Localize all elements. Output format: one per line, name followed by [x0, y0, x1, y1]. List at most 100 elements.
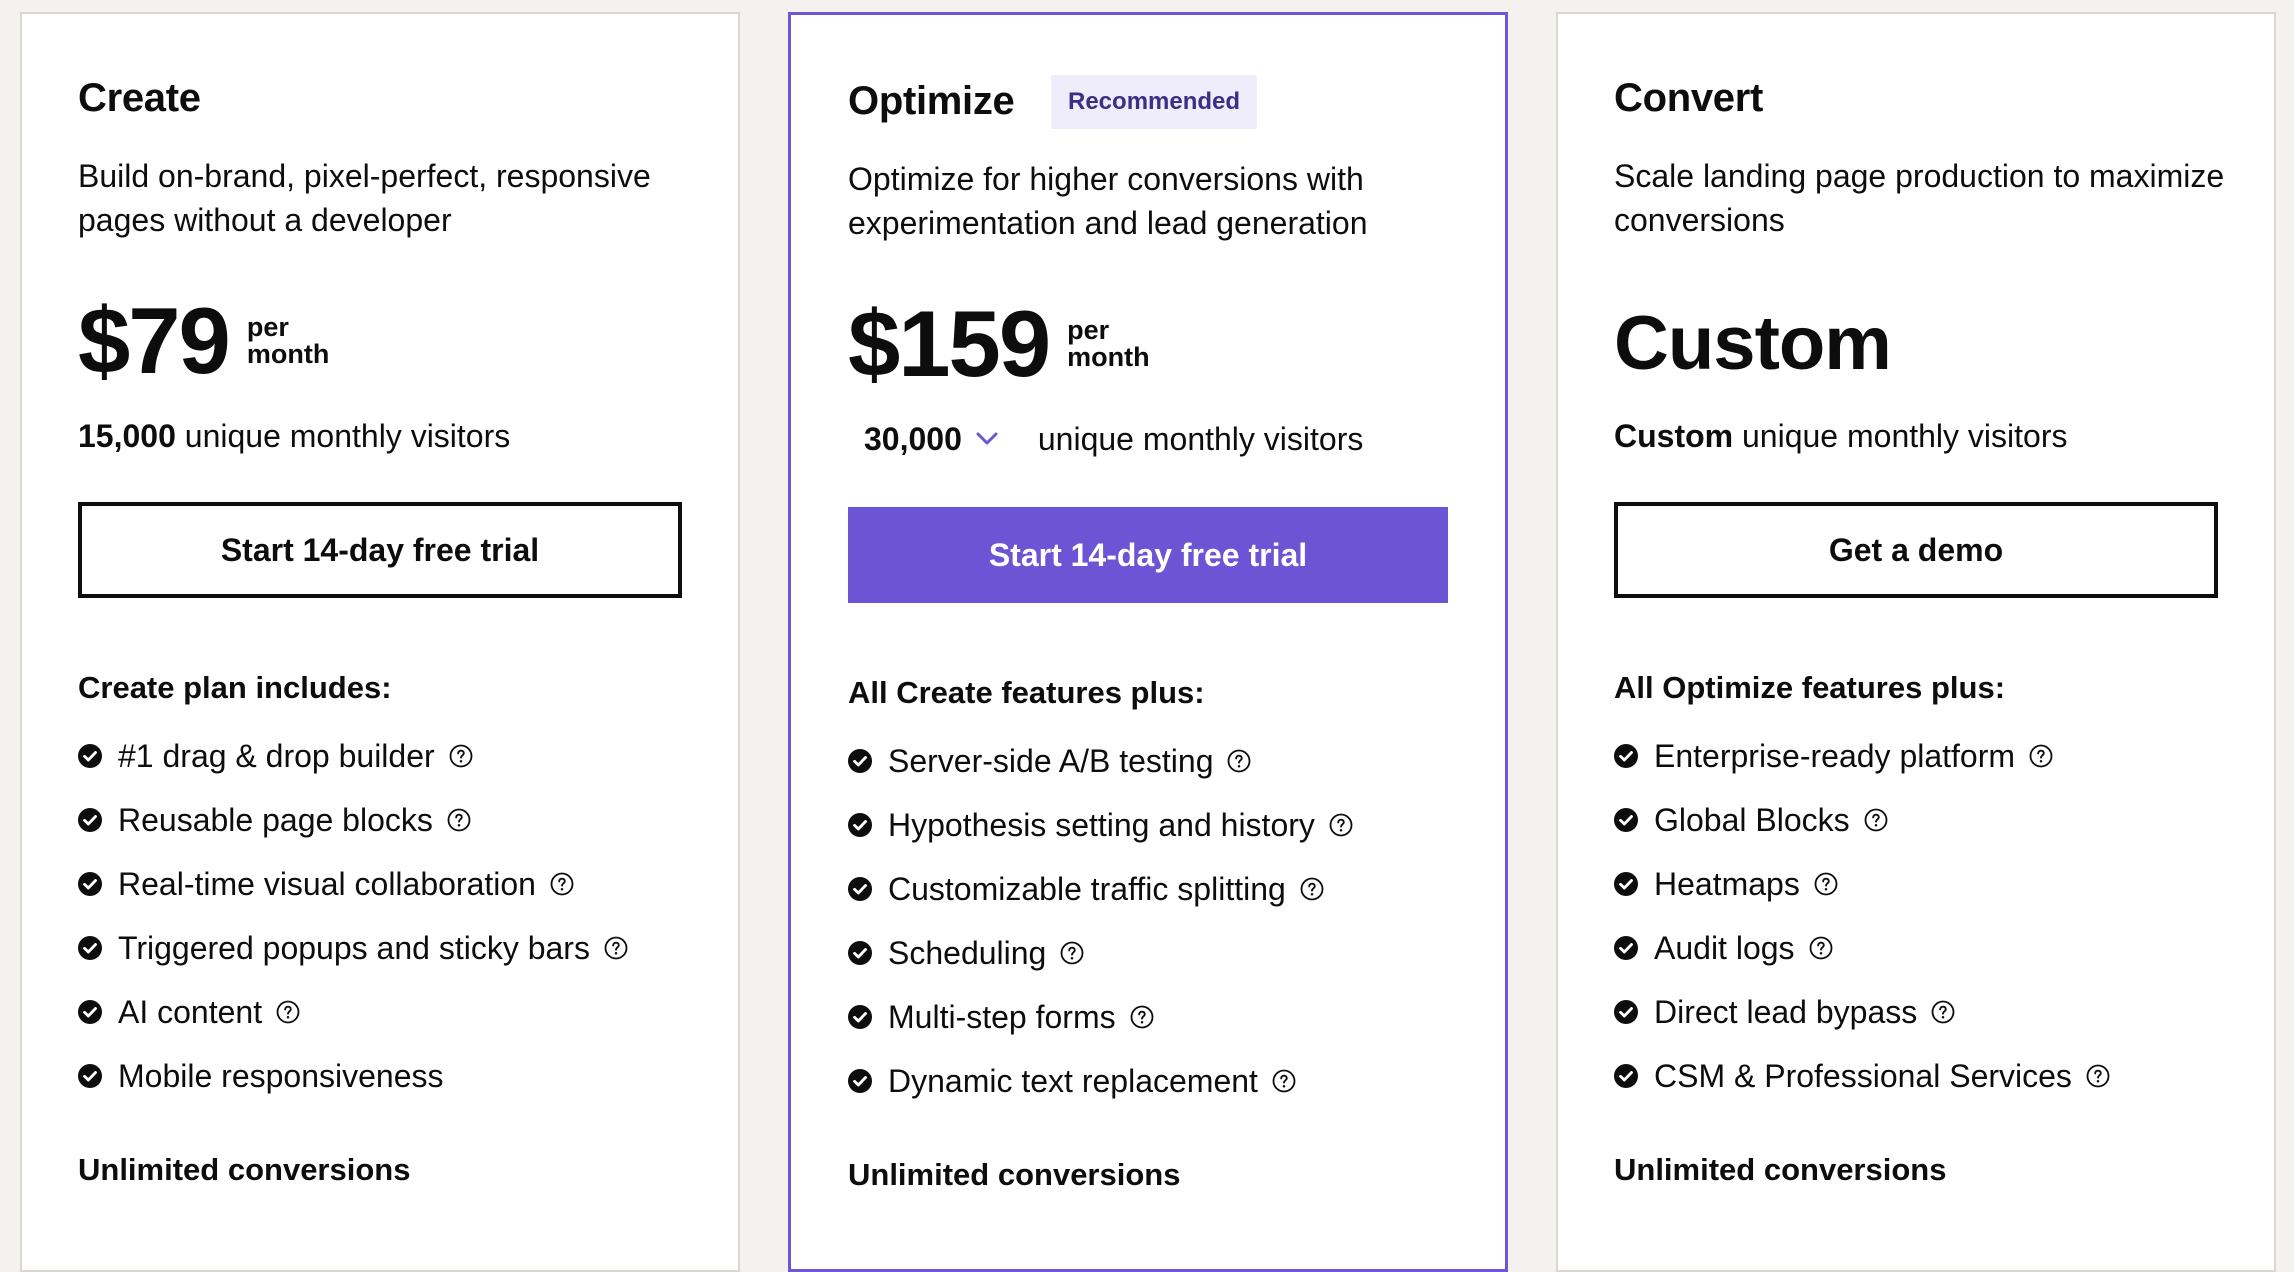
plan-price: $159 — [848, 291, 1051, 396]
price-period: per month — [1067, 317, 1149, 371]
check-circle-icon — [1614, 872, 1638, 896]
check-circle-icon — [848, 941, 872, 965]
check-circle-icon — [78, 872, 102, 896]
check-circle-icon — [848, 813, 872, 837]
chevron-down-icon — [976, 432, 998, 445]
question-circle-icon[interactable] — [2029, 744, 2053, 768]
feature-item: Mobile responsiveness — [78, 1044, 628, 1108]
feature-label: Mobile responsiveness — [118, 1057, 444, 1094]
plan-name: Convert — [1614, 76, 1764, 120]
feature-item: Multi-step forms — [848, 985, 1353, 1049]
feature-list: Server-side A/B testing Hypothesis settin… — [848, 729, 1353, 1113]
plan-card-optimize: Optimize Recommended Optimize for higher… — [788, 12, 1508, 1272]
price-row: $159 per month — [848, 289, 1150, 399]
unlimited-conversions: Unlimited conversions — [848, 1157, 1181, 1192]
check-circle-icon — [78, 936, 102, 960]
question-circle-icon[interactable] — [1809, 936, 1833, 960]
plan-name: Create — [78, 76, 201, 120]
question-circle-icon[interactable] — [1227, 749, 1251, 773]
feature-label: CSM & Professional Services — [1654, 1057, 2072, 1094]
check-circle-icon — [848, 1069, 872, 1093]
feature-item: CSM & Professional Services — [1614, 1044, 2110, 1108]
question-circle-icon[interactable] — [276, 1000, 300, 1024]
check-circle-icon — [78, 1000, 102, 1024]
question-circle-icon[interactable] — [1931, 1000, 1955, 1024]
check-circle-icon — [1614, 936, 1638, 960]
check-circle-icon — [1614, 1064, 1638, 1088]
feature-label: Reusable page blocks — [118, 801, 433, 838]
plan-price: $79 — [78, 288, 231, 393]
feature-item: Server-side A/B testing — [848, 729, 1353, 793]
feature-item: Scheduling — [848, 921, 1353, 985]
feature-item: Customizable traffic splitting — [848, 857, 1353, 921]
plan-card-convert: Convert Scale landing page production to… — [1556, 12, 2276, 1272]
price-period: per month — [247, 314, 329, 368]
visitors-count: Custom — [1614, 418, 1734, 454]
price-period-month: month — [1067, 342, 1150, 372]
visitors-count: 15,000 — [78, 418, 176, 454]
visitors-selected-value: 30,000 — [864, 420, 962, 457]
plan-description: Optimize for higher conversions with exp… — [848, 161, 1368, 241]
feature-item: #1 drag & drop builder — [78, 724, 628, 788]
feature-list: Enterprise-ready platform Global Blocks He… — [1614, 724, 2110, 1108]
visitors-info: 15,000 unique monthly visitors — [78, 414, 510, 458]
feature-label: AI content — [118, 993, 263, 1030]
question-circle-icon[interactable] — [1814, 872, 1838, 896]
feature-label: #1 drag & drop builder — [118, 737, 435, 774]
price-period-per: per — [1067, 315, 1110, 345]
feature-label: Customizable traffic splitting — [888, 870, 1286, 907]
question-circle-icon[interactable] — [447, 808, 471, 832]
check-circle-icon — [78, 744, 102, 768]
features-heading: All Create features plus: — [848, 675, 1205, 710]
visitors-dropdown[interactable]: 30,000 — [848, 421, 1012, 458]
check-circle-icon — [78, 808, 102, 832]
start-free-trial-button[interactable]: Start 14-day free trial — [78, 502, 682, 598]
get-a-demo-button[interactable]: Get a demo — [1614, 502, 2218, 598]
feature-label: Global Blocks — [1654, 801, 1850, 838]
plan-description: Build on-brand, pixel-perfect, responsiv… — [78, 158, 651, 238]
feature-item: Hypothesis setting and history — [848, 793, 1353, 857]
feature-item: Global Blocks — [1614, 788, 2110, 852]
visitors-label: unique monthly visitors — [1037, 420, 1364, 457]
question-circle-icon[interactable] — [1060, 941, 1084, 965]
feature-item: Heatmaps — [1614, 852, 2110, 916]
feature-label: Scheduling — [888, 934, 1047, 971]
check-circle-icon — [1614, 1000, 1638, 1024]
question-circle-icon[interactable] — [550, 872, 574, 896]
plan-card-create: Create Build on-brand, pixel-perfect, re… — [20, 12, 740, 1272]
question-circle-icon[interactable] — [1130, 1005, 1154, 1029]
features-heading: All Optimize features plus: — [1614, 670, 2006, 705]
question-circle-icon[interactable] — [1272, 1069, 1296, 1093]
price-row: $79 per month — [78, 286, 329, 396]
unlimited-conversions: Unlimited conversions — [1614, 1152, 1947, 1187]
price-period-month: month — [246, 339, 330, 369]
feature-label: Dynamic text replacement — [888, 1062, 1258, 1099]
feature-label: Server-side A/B testing — [888, 742, 1214, 779]
visitors-info: Custom unique monthly visitors — [1614, 414, 2067, 458]
visitors-label: unique monthly visitors — [184, 418, 511, 454]
feature-label: Hypothesis setting and history — [888, 806, 1315, 843]
start-free-trial-button[interactable]: Start 14-day free trial — [848, 507, 1448, 603]
question-circle-icon[interactable] — [2086, 1064, 2110, 1088]
check-circle-icon — [78, 1064, 102, 1088]
question-circle-icon[interactable] — [1329, 813, 1353, 837]
check-circle-icon — [1614, 744, 1638, 768]
feature-item: Audit logs — [1614, 916, 2110, 980]
question-circle-icon[interactable] — [449, 744, 473, 768]
recommended-badge: Recommended — [1051, 75, 1258, 129]
check-circle-icon — [848, 1005, 872, 1029]
feature-label: Multi-step forms — [888, 998, 1116, 1035]
visitors-label: unique monthly visitors — [1742, 418, 2068, 454]
check-circle-icon — [848, 749, 872, 773]
question-circle-icon[interactable] — [1864, 808, 1888, 832]
feature-item: Enterprise-ready platform — [1614, 724, 2110, 788]
visitors-info: 30,000 unique monthly visitors — [848, 415, 1363, 463]
feature-item: Direct lead bypass — [1614, 980, 2110, 1044]
feature-label: Triggered popups and sticky bars — [118, 929, 590, 966]
feature-item: Triggered popups and sticky bars — [78, 916, 628, 980]
feature-label: Direct lead bypass — [1654, 993, 1918, 1030]
question-circle-icon[interactable] — [604, 936, 628, 960]
feature-list: #1 drag & drop builder Reusable page bloc… — [78, 724, 628, 1108]
feature-label: Enterprise-ready platform — [1654, 737, 2016, 774]
question-circle-icon[interactable] — [1300, 877, 1324, 901]
